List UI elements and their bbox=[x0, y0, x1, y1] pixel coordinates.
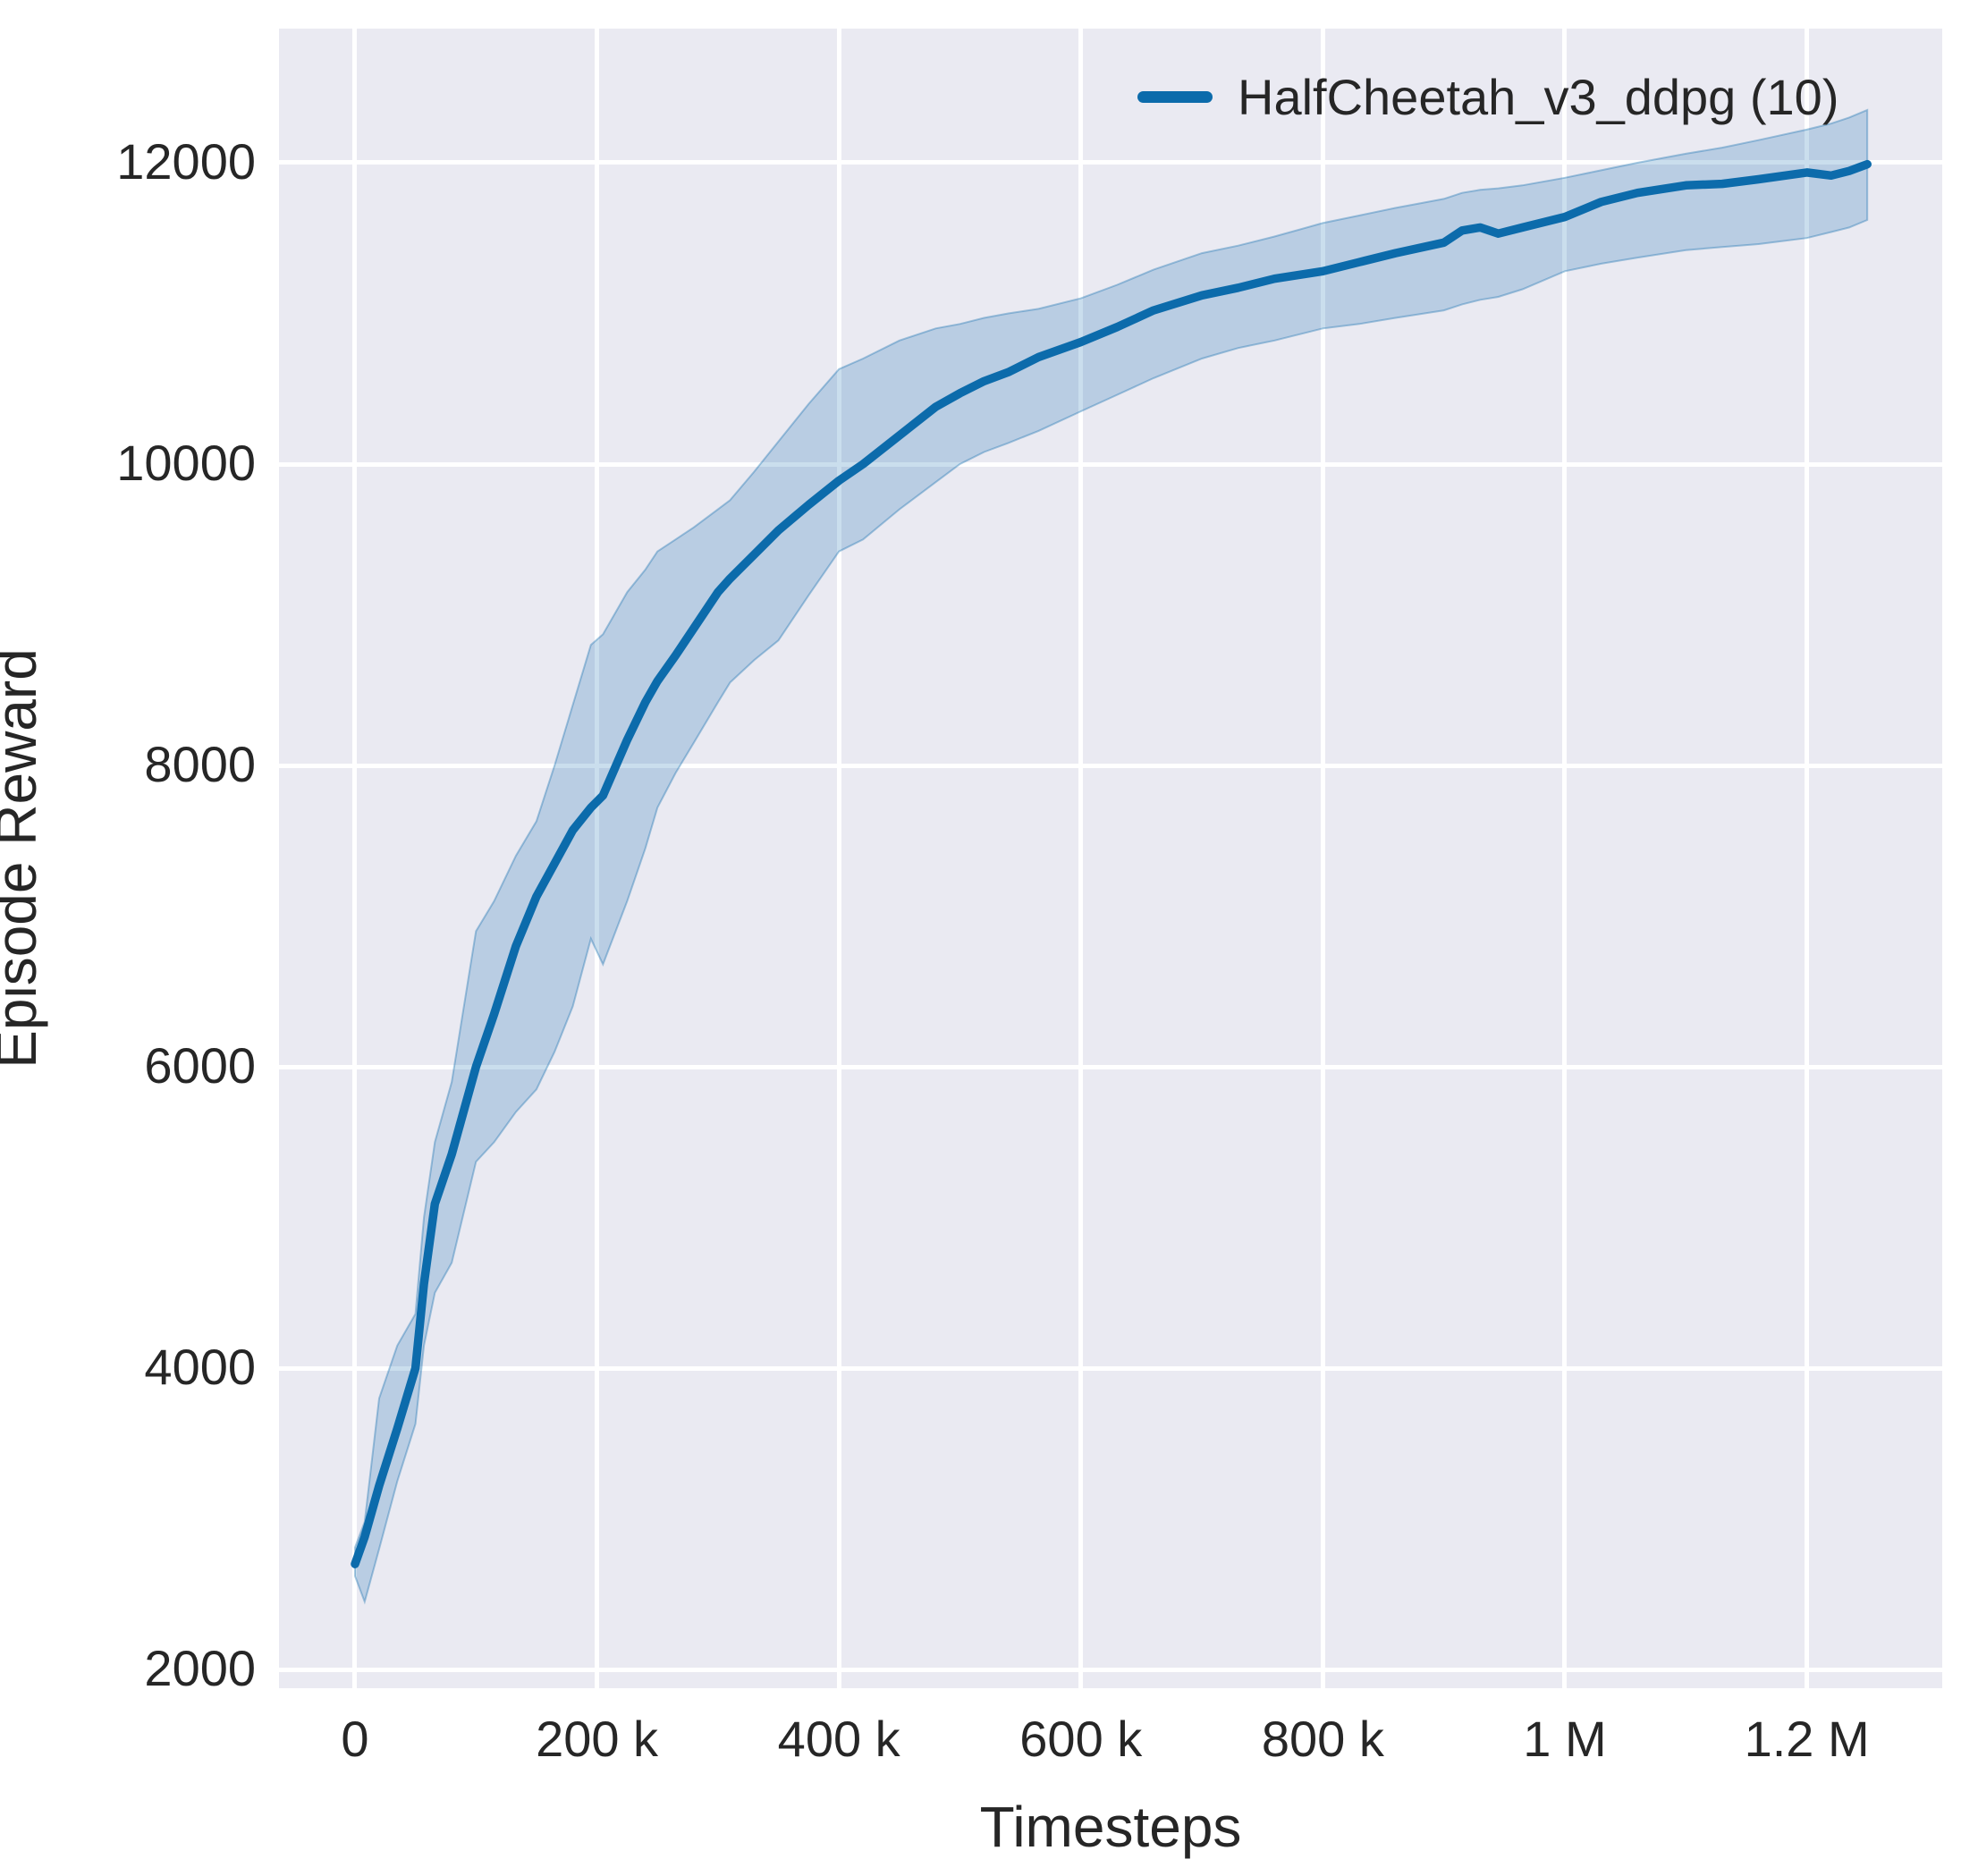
gridline-vertical bbox=[352, 29, 358, 1688]
gridline-vertical bbox=[1562, 29, 1568, 1688]
y-axis-label: Episode Reward bbox=[0, 648, 49, 1069]
gridline-vertical bbox=[1805, 29, 1810, 1688]
gridline-horizontal bbox=[279, 1064, 1942, 1069]
gridline-vertical bbox=[595, 29, 600, 1688]
y-tick-label: 12000 bbox=[116, 132, 256, 190]
plot-area: HalfCheetah_v3_ddpg (10) bbox=[279, 29, 1942, 1688]
gridline-horizontal bbox=[279, 1667, 1942, 1672]
gridline-horizontal bbox=[279, 763, 1942, 768]
gridline-vertical bbox=[1078, 29, 1084, 1688]
x-tick-label: 600 k bbox=[1019, 1711, 1143, 1767]
gridline-horizontal bbox=[279, 160, 1942, 165]
gridline-vertical bbox=[1320, 29, 1325, 1688]
gridline-vertical bbox=[836, 29, 841, 1688]
legend: HalfCheetah_v3_ddpg (10) bbox=[1137, 68, 1839, 126]
x-axis-label: Timesteps bbox=[979, 1795, 1242, 1859]
x-tick-label: 200 k bbox=[536, 1711, 659, 1767]
y-tick-label: 2000 bbox=[144, 1640, 256, 1697]
y-tick-label: 6000 bbox=[144, 1037, 256, 1094]
y-tick-label: 8000 bbox=[144, 736, 256, 793]
x-tick-label: 800 k bbox=[1261, 1711, 1384, 1767]
mean-reward-line bbox=[351, 159, 1872, 1568]
legend-label: HalfCheetah_v3_ddpg (10) bbox=[1238, 69, 1839, 125]
gridline-horizontal bbox=[279, 1365, 1942, 1371]
confidence-band bbox=[354, 108, 1869, 1605]
y-tick-label: 4000 bbox=[144, 1339, 256, 1396]
y-axis-label-text: Episode Reward bbox=[0, 648, 48, 1069]
legend-line-sample bbox=[1137, 91, 1213, 103]
gridline-horizontal bbox=[279, 461, 1942, 467]
x-tick-label: 1.2 M bbox=[1744, 1711, 1870, 1767]
x-tick-label: 1 M bbox=[1523, 1711, 1607, 1767]
x-tick-label: 400 k bbox=[777, 1711, 900, 1767]
x-tick-label: 0 bbox=[341, 1711, 369, 1767]
y-tick-label: 10000 bbox=[116, 435, 256, 491]
chart-canvas bbox=[351, 108, 1872, 1605]
